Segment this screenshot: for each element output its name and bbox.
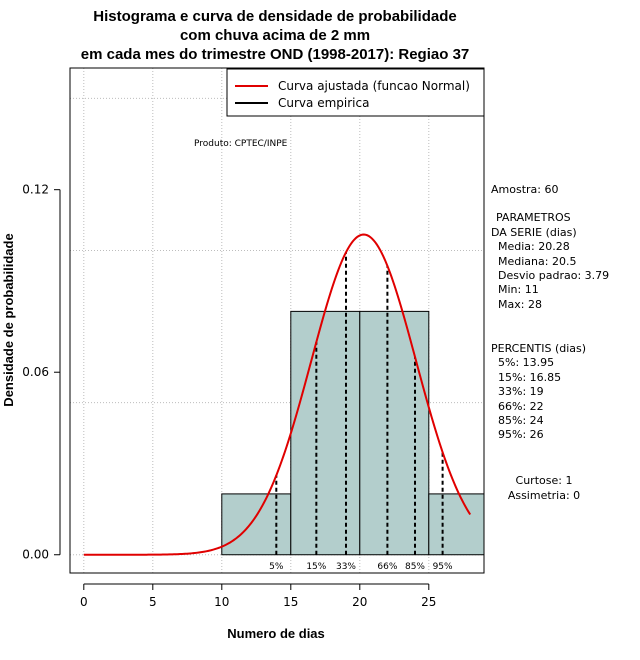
x-tick-label: 0 bbox=[80, 595, 88, 609]
percentile-66: 66%: 22 bbox=[498, 400, 544, 413]
percentile-label-95: 95% bbox=[433, 562, 453, 572]
percentiles-title: PERCENTIS (dias) bbox=[491, 342, 586, 355]
stat-std-dev: Desvio padrao: 3.79 bbox=[498, 269, 609, 282]
product-credit: Produto: CPTEC/INPE bbox=[194, 139, 288, 149]
sample-size: Amostra: 60 bbox=[491, 183, 558, 196]
fitted-normal-curve-line bbox=[83, 233, 472, 556]
statistics-panel: Amostra: 60 PARAMETROS DA SERIE (dias) M… bbox=[491, 183, 609, 502]
chart-title-line-2: com chuva acima de 2 mm bbox=[180, 27, 370, 44]
chart-title-line-1: Histograma e curva de densidade de proba… bbox=[93, 8, 456, 25]
histogram-bar-1 bbox=[221, 493, 292, 556]
percentile-label-5: 5% bbox=[269, 562, 284, 572]
stat-max: Max: 28 bbox=[498, 298, 542, 311]
stat-kurtosis: Curtose: 1 bbox=[516, 474, 573, 487]
x-tick-label: 25 bbox=[421, 595, 436, 609]
percentile-label-85: 85% bbox=[405, 562, 425, 572]
parameters-subtitle: DA SERIE (dias) bbox=[491, 226, 577, 239]
x-tick-label: 5 bbox=[149, 595, 157, 609]
chart-title-line-3: em cada mes do trimestre OND (1998-2017)… bbox=[81, 46, 470, 63]
x-tick-label: 20 bbox=[352, 595, 367, 609]
percentile-33: 33%: 19 bbox=[498, 385, 544, 398]
stat-mean: Media: 20.28 bbox=[498, 240, 570, 253]
x-axis-label: Numero de dias bbox=[227, 626, 325, 641]
y-tick-label: 0.06 bbox=[22, 365, 49, 379]
plot-frame bbox=[69, 67, 485, 574]
stat-skewness: Assimetria: 0 bbox=[508, 489, 580, 502]
y-tick-label: 0.00 bbox=[22, 548, 49, 562]
stat-median: Mediana: 20.5 bbox=[498, 255, 576, 268]
legend: Curva ajustada (funcao Normal) Curva emp… bbox=[226, 68, 485, 117]
histogram-bar-3 bbox=[359, 310, 430, 556]
percentile-85: 85%: 24 bbox=[498, 414, 544, 427]
histogram-bar-4 bbox=[428, 493, 485, 556]
histogram-bars bbox=[221, 310, 485, 556]
axes: 0 5 10 15 20 25 0.00 0.06 0.12 bbox=[22, 183, 436, 609]
y-tick-label: 0.12 bbox=[22, 183, 49, 197]
percentile-5: 5%: 13.95 bbox=[498, 356, 554, 369]
legend-label-fitted-curve: Curva ajustada (funcao Normal) bbox=[278, 79, 470, 93]
percentile-label-15: 15% bbox=[306, 562, 326, 572]
y-axis-label: Densidade de probabilidade bbox=[1, 233, 16, 406]
percentile-label-33: 33% bbox=[336, 562, 356, 572]
parameters-title: PARAMETROS bbox=[496, 211, 571, 224]
percentile-label-66: 66% bbox=[377, 562, 397, 572]
x-tick-label: 10 bbox=[214, 595, 229, 609]
legend-label-empirical-curve: Curva empirica bbox=[278, 96, 369, 110]
histogram-bar-2 bbox=[290, 310, 361, 556]
stat-min: Min: 11 bbox=[498, 283, 539, 296]
percentile-lines: 5% 15% 33% 66% 85% 95% bbox=[269, 252, 453, 572]
percentile-15: 15%: 16.85 bbox=[498, 371, 561, 384]
x-tick-label: 15 bbox=[283, 595, 298, 609]
percentile-95: 95%: 26 bbox=[498, 428, 544, 441]
legend-box bbox=[226, 68, 485, 117]
normal-curve bbox=[83, 233, 472, 556]
